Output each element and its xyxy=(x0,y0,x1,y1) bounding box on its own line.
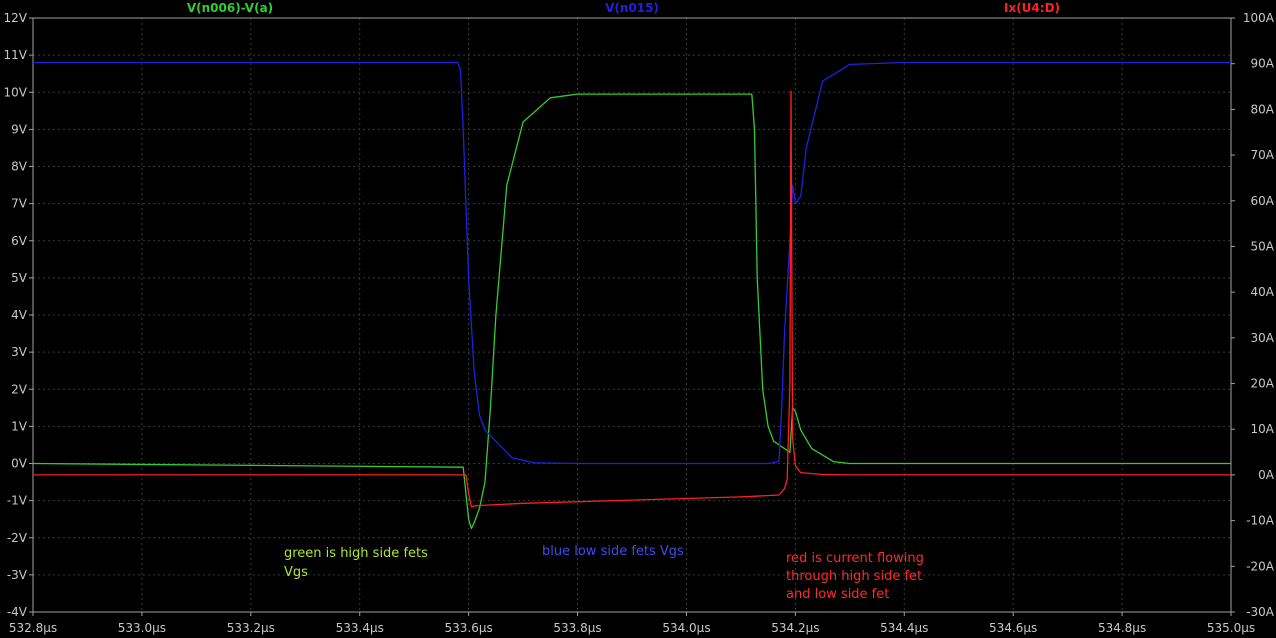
y-right-tick-label: -30A xyxy=(1246,605,1275,619)
y-left-tick-label: 4V xyxy=(11,308,28,322)
grid xyxy=(32,18,1232,612)
annotation-red-line-2: through high side fet xyxy=(786,569,922,584)
trace-red-current xyxy=(33,90,1231,508)
y-left-tick-label: 9V xyxy=(11,122,28,136)
trace-label-blue[interactable]: V(n015) xyxy=(605,1,659,15)
x-tick-label: 533.2µs xyxy=(227,621,275,635)
x-tick-label: 534.8µs xyxy=(1098,621,1146,635)
annotation-blue: blue low side fets Vgs xyxy=(542,544,684,559)
y-left-tick-label: -4V xyxy=(7,605,28,619)
x-tick-label: 533.4µs xyxy=(336,621,384,635)
traces xyxy=(32,61,1231,530)
y-left-tick-label: 8V xyxy=(11,160,28,174)
x-tick-label: 533.6µs xyxy=(445,621,493,635)
y-right-tick-label: 0A xyxy=(1258,468,1275,482)
annotation-red-line-1: red is current flowing xyxy=(786,551,924,566)
x-tick-label: 534.6µs xyxy=(989,621,1037,635)
x-tick-label: 533.8µs xyxy=(553,621,601,635)
y-right-tick-label: 40A xyxy=(1251,285,1275,299)
y-left-tick-label: 10V xyxy=(4,85,28,99)
y-left-tick-label: 7V xyxy=(11,197,28,211)
y-right-tick-label: 30A xyxy=(1251,331,1275,345)
y-right-tick-label: -20A xyxy=(1246,559,1275,573)
y-right-tick-label: 80A xyxy=(1251,102,1275,116)
y-left-tick-label: 3V xyxy=(11,345,28,359)
y-left-tick-label: -2V xyxy=(7,531,28,545)
trace-label-green[interactable]: V(n006)-V(a) xyxy=(187,1,273,15)
x-tick-label: 533.0µs xyxy=(118,621,166,635)
y-left-tick-label: 6V xyxy=(11,234,28,248)
y-right-tick-label: 10A xyxy=(1251,422,1275,436)
y-left-tick-label: -3V xyxy=(7,568,28,582)
y-left-tick-label: 2V xyxy=(11,382,28,396)
trace-label-red[interactable]: Ix(U4:D) xyxy=(1004,1,1060,15)
annotation-blue-line-1: blue low side fets Vgs xyxy=(542,544,684,559)
axis-ticks: 532.8µs 533.0µs 533.2µs 533.4µs 533.6µs 533.8… xyxy=(4,11,1275,635)
x-tick-label: 534.2µs xyxy=(771,621,819,635)
y-left-tick-label: -1V xyxy=(7,494,28,508)
y-left-tick-label: 1V xyxy=(11,419,28,433)
x-tick-label: 534.0µs xyxy=(662,621,710,635)
y-left-tick-label: 0V xyxy=(11,457,28,471)
x-tick-label: 532.8µs xyxy=(9,621,57,635)
y-right-tick-label: 50A xyxy=(1251,239,1275,253)
y-right-tick-label: 90A xyxy=(1251,57,1275,71)
y-right-tick-label: 20A xyxy=(1251,377,1275,391)
y-left-tick-label: 5V xyxy=(11,271,28,285)
trace-green-vgs-high xyxy=(32,93,1231,530)
y-right-tick-label: 60A xyxy=(1251,194,1275,208)
trace-blue-vgs-low xyxy=(33,61,1231,465)
y-left-tick-label: 12V xyxy=(4,11,28,25)
y-left-tick-label: 11V xyxy=(4,48,28,62)
y-right-tick-label: 70A xyxy=(1251,148,1275,162)
x-tick-label: 535.0µs xyxy=(1207,621,1255,635)
annotation-green: green is high side fets Vgs xyxy=(284,546,428,580)
y-right-tick-label: -10A xyxy=(1246,514,1275,528)
annotation-red: red is current flowing through high side… xyxy=(786,551,924,602)
plot-frame xyxy=(32,17,1232,613)
annotation-green-line-1: green is high side fets xyxy=(284,546,428,561)
annotation-green-line-2: Vgs xyxy=(284,565,308,580)
x-tick-label: 534.4µs xyxy=(880,621,928,635)
annotation-red-line-3: and low side fet xyxy=(786,587,889,602)
y-right-tick-label: 100A xyxy=(1243,11,1275,25)
